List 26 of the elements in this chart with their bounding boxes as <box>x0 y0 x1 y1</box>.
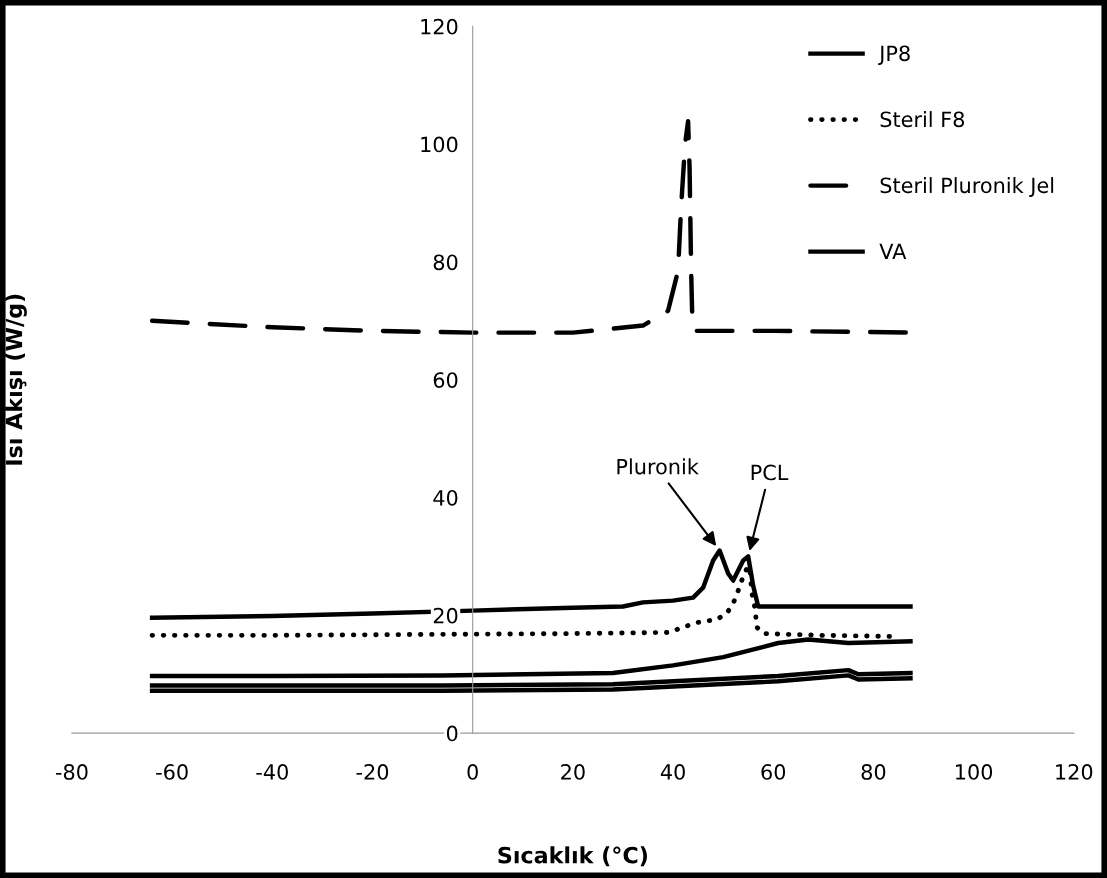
x-tick-label: -40 <box>256 764 288 780</box>
legend-label: Steril Pluronik Jel <box>880 177 1054 198</box>
x-tick-label: 100 <box>956 764 993 780</box>
annotation: Pluronik <box>617 458 699 475</box>
x-axis-title: Sıcaklık (°C) <box>498 846 647 867</box>
x-tick-label: 60 <box>761 764 786 780</box>
y-tick-label: 60 <box>433 372 458 388</box>
y-tick-label: 120 <box>421 18 458 35</box>
y-axis-title: Isı Akışı (W/g) <box>5 294 27 465</box>
annotation: PCL <box>751 464 789 481</box>
y-tick-label: 0 <box>446 725 458 742</box>
y-tick-label: 100 <box>421 136 458 153</box>
x-tick-label: 80 <box>861 764 886 780</box>
legend-label: VA <box>879 243 907 259</box>
x-tick-label: 40 <box>660 764 685 780</box>
x-tick-label: 120 <box>1056 764 1093 780</box>
y-tick-label: 20 <box>433 607 458 624</box>
legend-label: Steril F8 <box>880 111 965 128</box>
x-tick-label: 20 <box>561 764 585 780</box>
x-tick-label: -60 <box>156 764 188 780</box>
y-tick-label: 40 <box>433 489 458 506</box>
y-tick-label: 80 <box>433 254 458 271</box>
x-tick-label: -80 <box>55 764 88 780</box>
x-tick-label: 0 <box>467 764 478 780</box>
legend-label: JP8 <box>878 45 910 66</box>
x-tick-label: -20 <box>356 764 389 780</box>
